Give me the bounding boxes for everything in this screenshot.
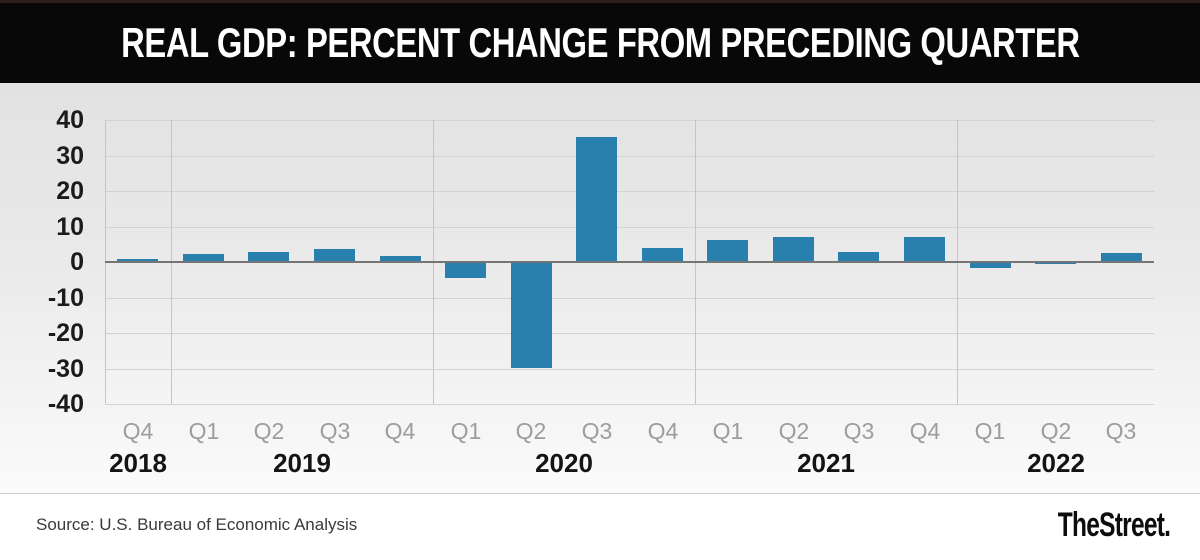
bar (707, 240, 748, 262)
y-tick-label: -40 (47, 390, 84, 418)
bar (445, 262, 486, 278)
quarter-tick-label: Q1 (712, 418, 744, 444)
gridline (105, 120, 1154, 121)
footer: Source: U.S. Bureau of Economic Analysis… (0, 493, 1200, 560)
y-tick-label: -10 (47, 284, 84, 312)
quarter-tick-label: Q4 (384, 418, 416, 444)
bar (314, 249, 355, 262)
gridline (105, 156, 1154, 157)
quarter-tick-label: Q2 (778, 418, 810, 444)
bar (904, 237, 945, 262)
quarter-tick-label: Q3 (1105, 418, 1137, 444)
thestreet-logo: TheStreet. (1057, 505, 1170, 544)
zero-axis-line (105, 261, 1154, 263)
bar (838, 252, 879, 262)
y-tick-label: 10 (56, 213, 84, 241)
y-tick-label: 40 (56, 106, 84, 134)
bar (1101, 253, 1142, 262)
quarter-tick-label: Q3 (843, 418, 875, 444)
bar-chart: 40 30 20 10 0 -10 -20 -30 -40 Q4 Q1 Q2 Q3 Q4 Q1 Q2 Q3 Q4 Q… (0, 83, 1200, 493)
bar (970, 262, 1011, 268)
quarter-tick-label: Q3 (319, 418, 351, 444)
quarter-tick-label: Q4 (122, 418, 154, 444)
bar (248, 252, 289, 262)
bar (1035, 262, 1076, 264)
y-tick-label: 20 (56, 177, 84, 205)
year-label: 2019 (273, 448, 331, 478)
bar (511, 262, 552, 368)
year-label: 2021 (797, 448, 855, 478)
quarter-tick-label: Q1 (188, 418, 220, 444)
y-tick-label: -20 (47, 319, 84, 347)
quarter-tick-label: Q4 (909, 418, 941, 444)
bar (576, 137, 617, 262)
quarter-tick-label: Q2 (515, 418, 547, 444)
quarter-tick-label: Q2 (253, 418, 285, 444)
chart-title: REAL GDP: PERCENT CHANGE FROM PRECEDING … (120, 19, 1080, 66)
year-label: 2018 (109, 448, 167, 478)
bar (183, 254, 224, 262)
year-label: 2022 (1027, 448, 1085, 478)
bar (773, 237, 814, 262)
bar (642, 248, 683, 262)
gridline (105, 298, 1154, 299)
y-tick-label: -30 (47, 355, 84, 383)
bar (117, 259, 158, 262)
quarter-tick-label: Q3 (581, 418, 613, 444)
y-tick-label: 0 (70, 248, 84, 276)
quarter-tick-label: Q1 (974, 418, 1006, 444)
quarter-tick-label: Q4 (647, 418, 679, 444)
gridline (105, 191, 1154, 192)
gridline (105, 333, 1154, 334)
quarter-tick-label: Q1 (450, 418, 482, 444)
chart-header: REAL GDP: PERCENT CHANGE FROM PRECEDING … (0, 0, 1200, 83)
quarter-tick-label: Q2 (1040, 418, 1072, 444)
bar (380, 256, 421, 262)
source-caption: Source: U.S. Bureau of Economic Analysis (36, 515, 358, 534)
gridline (105, 404, 1154, 405)
year-label: 2020 (535, 448, 593, 478)
gridline (105, 227, 1154, 228)
gridline (105, 369, 1154, 370)
y-tick-label: 30 (56, 142, 84, 170)
